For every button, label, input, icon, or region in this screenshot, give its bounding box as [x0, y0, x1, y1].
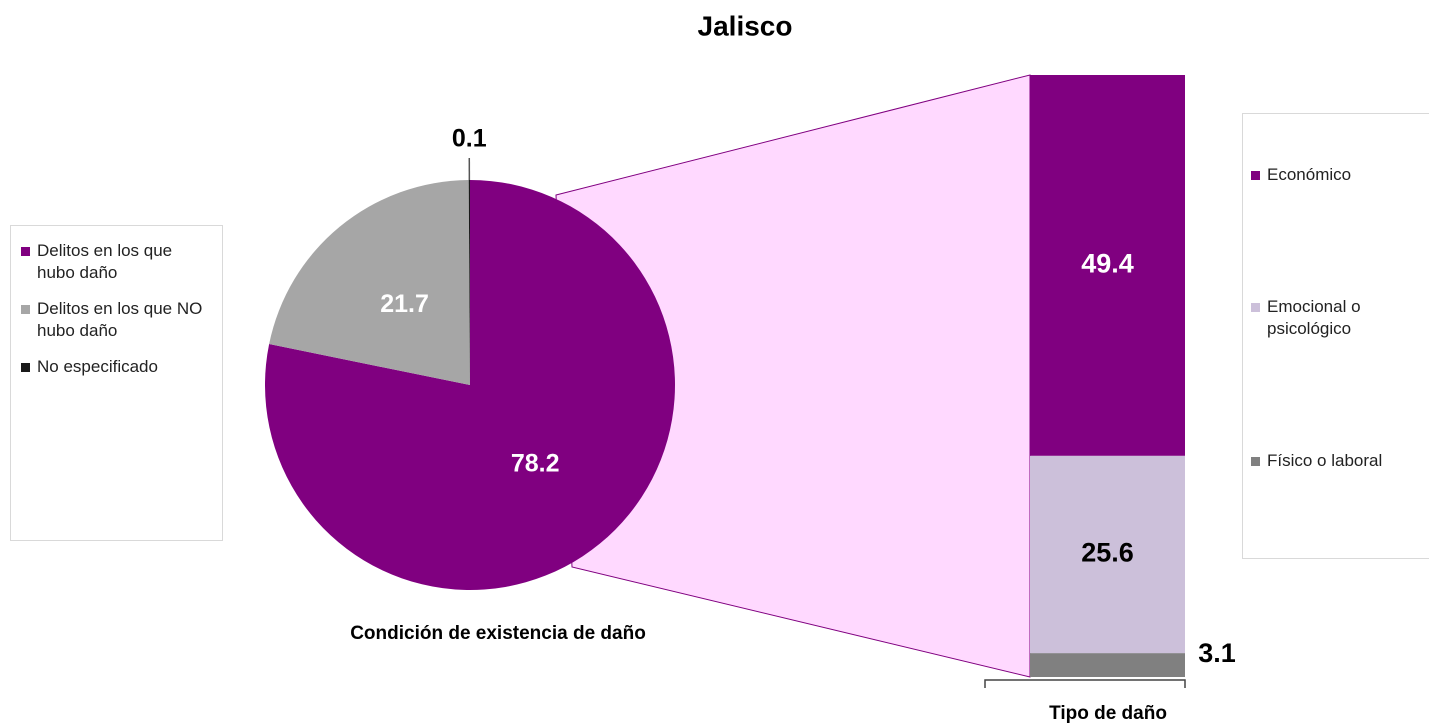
bar-segment [1030, 653, 1185, 677]
legend-swatch [1251, 171, 1260, 180]
legend-swatch [21, 247, 30, 256]
data-label: 25.6 [1081, 538, 1134, 568]
legend-item: No especificado [21, 356, 212, 378]
legend-text: Delitos en los que NO hubo daño [37, 299, 203, 340]
data-label: 49.4 [1081, 249, 1134, 279]
legend-swatch [21, 305, 30, 314]
data-label: 0.1 [452, 125, 487, 153]
data-label: 3.1 [1198, 638, 1236, 668]
pie-slice [265, 180, 675, 590]
legend-item: Económico [1251, 164, 1429, 186]
legend-text: No especificado [37, 357, 158, 376]
bar-label: Tipo de daño [1049, 703, 1167, 724]
bar-segment [1030, 455, 1185, 654]
pie-label: Condición de existencia de daño [350, 623, 646, 644]
chart-title: Jalisco [698, 10, 793, 41]
legend-swatch [21, 363, 30, 372]
bar-segment [1030, 75, 1185, 456]
legend-text: Físico o laboral [1267, 451, 1383, 470]
legend: Económico Emocional o psicológico Físico o… [1242, 113, 1429, 559]
legend-text: Delitos en los que hubo daño [37, 241, 173, 282]
legend-swatch [1251, 303, 1260, 312]
data-label: 21.7 [380, 290, 429, 318]
pie-slice [468, 180, 470, 385]
pie-slice [269, 180, 470, 385]
axis-bracket [984, 679, 1186, 688]
legend-item: Delitos en los que hubo daño [21, 240, 212, 284]
legend: Delitos en los que hubo daño Delitos en l… [10, 225, 223, 541]
data-label: 78.2 [511, 449, 560, 477]
legend-text: Emocional o psicológico [1267, 297, 1361, 338]
legend-item: Emocional o psicológico [1251, 296, 1429, 340]
legend-item: Físico o laboral [1251, 450, 1429, 472]
legend-item: Delitos en los que NO hubo daño [21, 298, 212, 342]
legend-text: Económico [1267, 165, 1352, 184]
legend-swatch [1251, 457, 1260, 466]
